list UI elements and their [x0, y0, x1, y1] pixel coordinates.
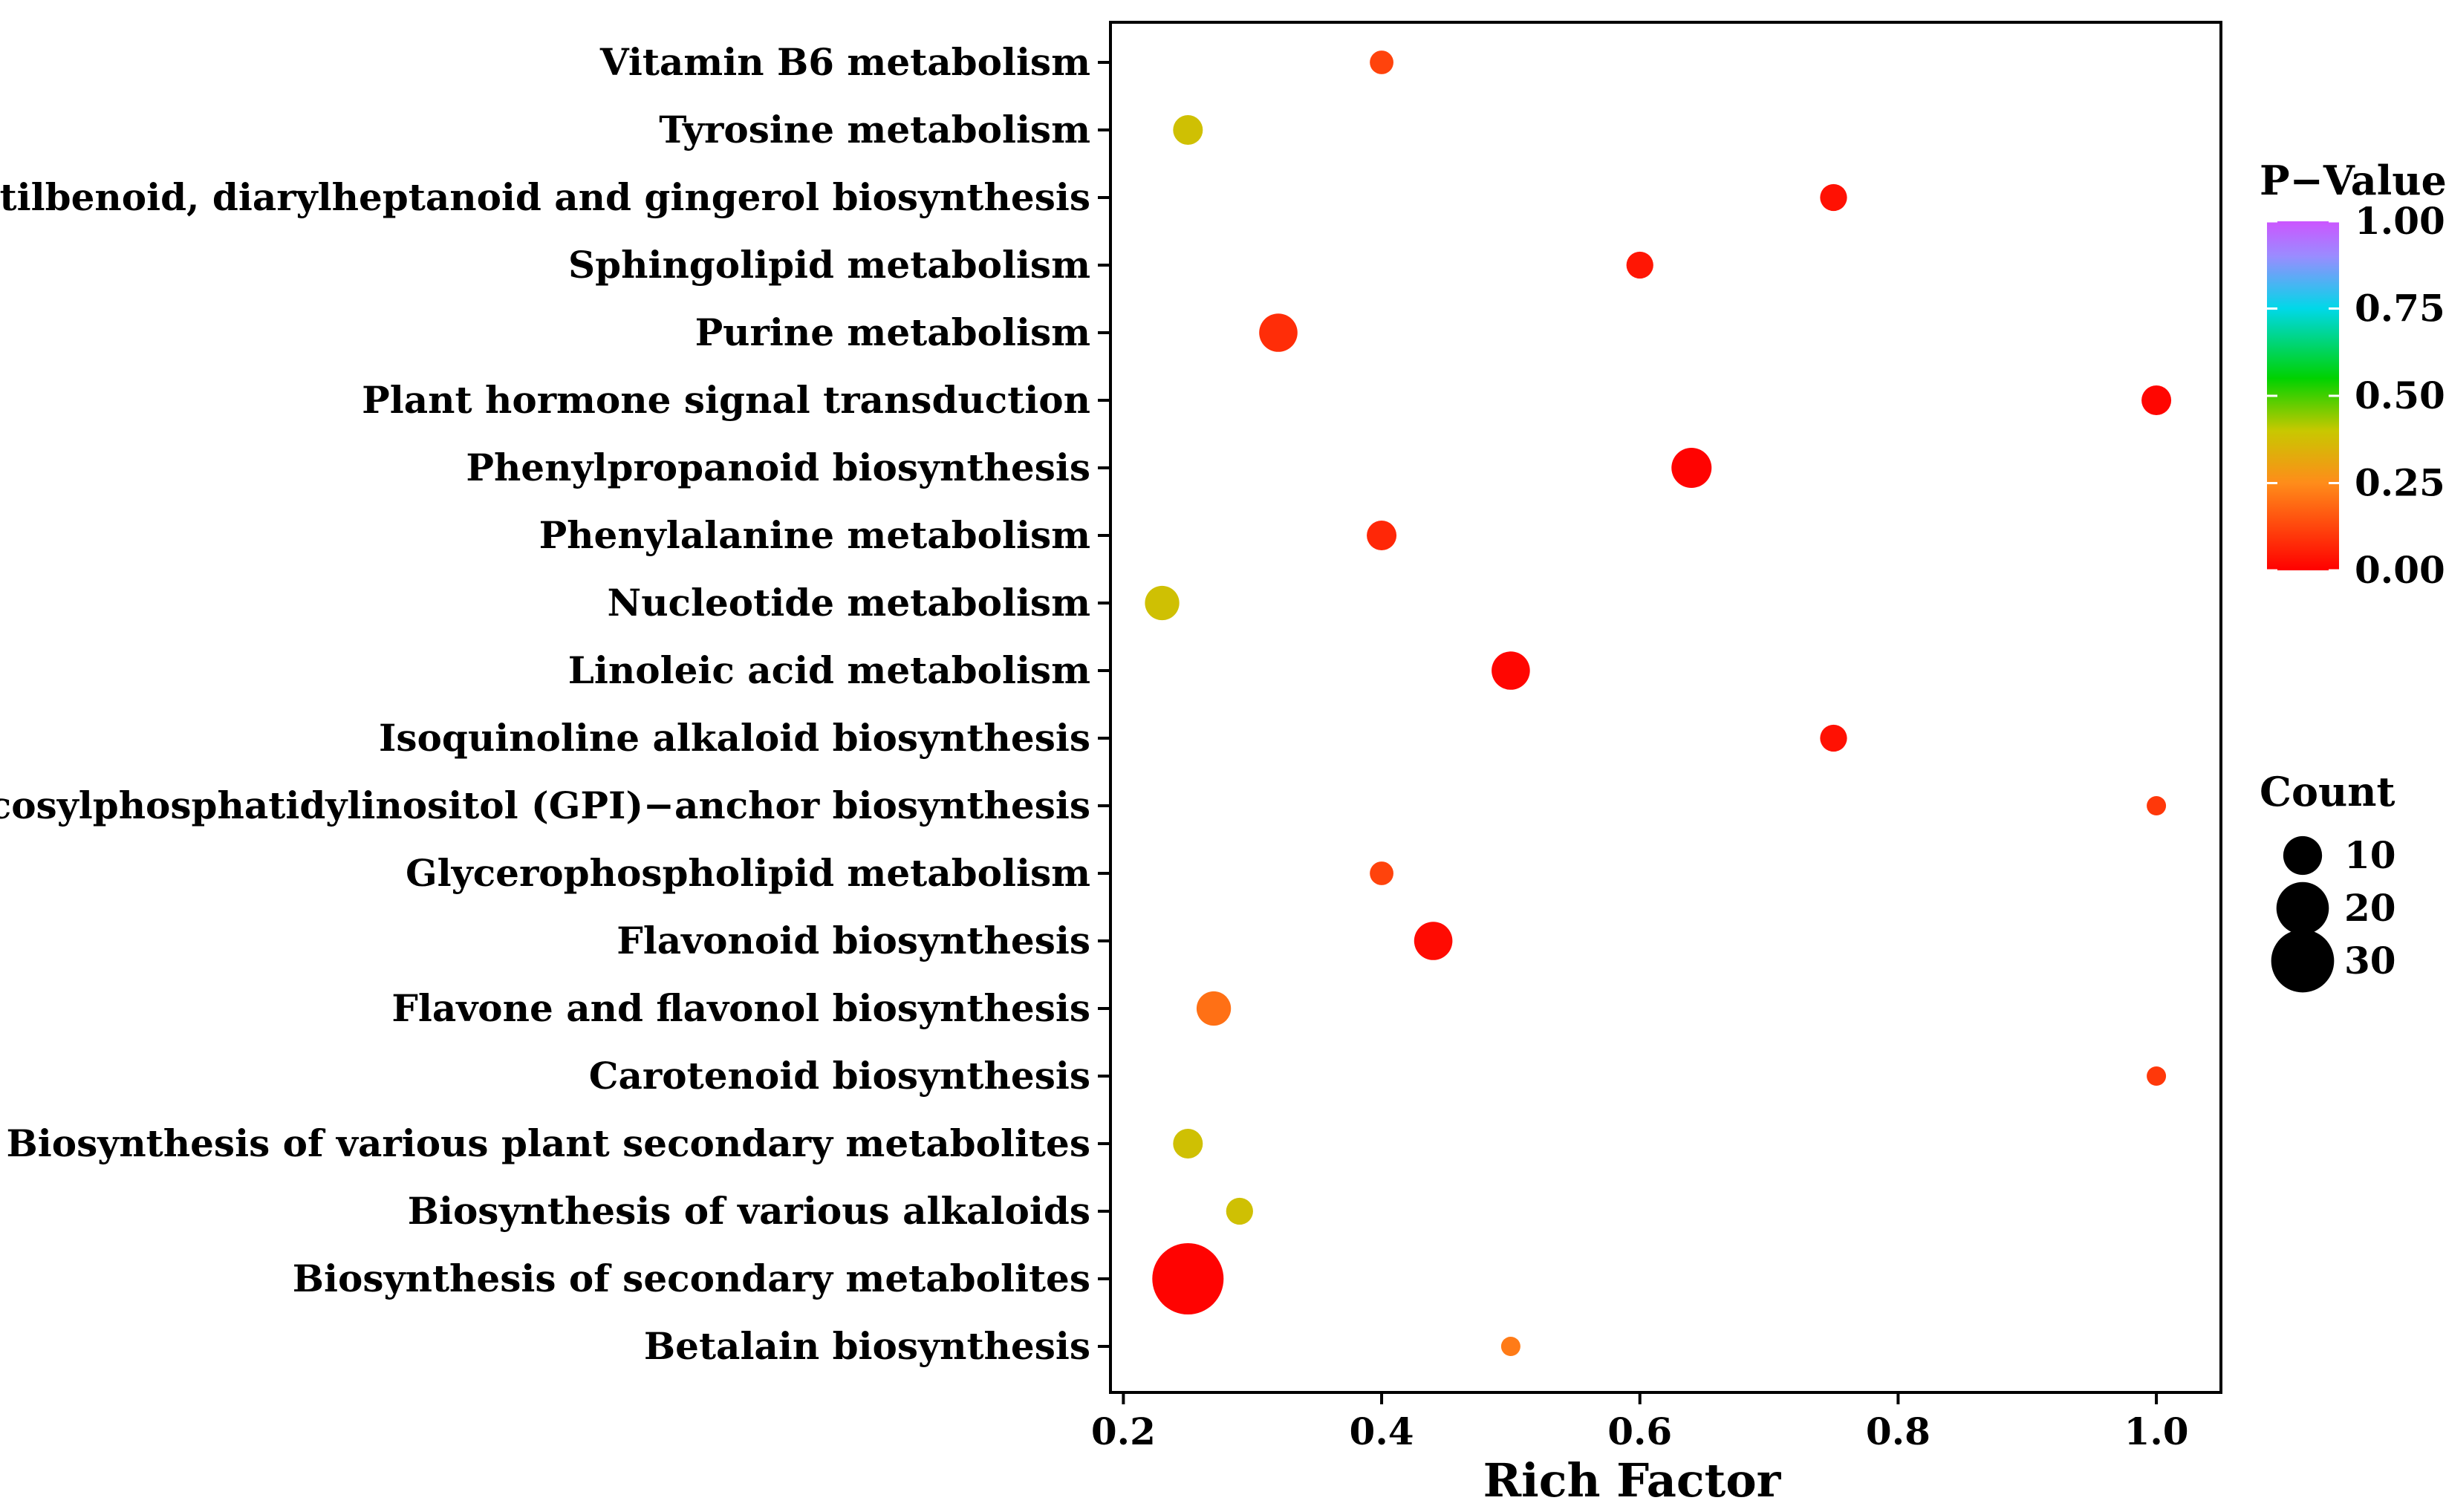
category-label: Sphingolipid metabolism — [568, 243, 1090, 287]
data-point — [1145, 585, 1180, 621]
p-value-colorbar-ticks: 1.00 0.75 0.50 0.25 0.00 — [2267, 199, 2445, 592]
category-label: Glycerophospholipid metabolism — [406, 851, 1090, 895]
data-point — [1367, 521, 1397, 550]
x-axis-ticks: 0.2 0.4 0.6 0.8 1.0 — [1091, 1392, 2189, 1453]
data-point — [1152, 1243, 1224, 1314]
category-label: Biosynthesis of various plant secondary … — [7, 1121, 1090, 1165]
category-label: Biosynthesis of secondary metabolites — [293, 1257, 1090, 1300]
category-label: Linoleic acid metabolism — [568, 648, 1090, 692]
category-label: Glycosylphosphatidylinositol (GPI)−ancho… — [0, 783, 1090, 827]
data-point — [1259, 313, 1298, 352]
category-label: Isoquinoline alkaloid biosynthesis — [379, 716, 1090, 760]
count-legend-label: 20 — [2344, 886, 2396, 930]
x-tick-label: 0.2 — [1091, 1410, 1156, 1453]
count-legend-circle — [2283, 835, 2323, 876]
category-label: Carotenoid biosynthesis — [589, 1054, 1090, 1098]
category-label: Flavone and flavonol biosynthesis — [391, 986, 1090, 1030]
data-point — [1370, 50, 1393, 74]
x-tick-label: 0.6 — [1607, 1410, 1672, 1453]
data-point — [1500, 1337, 1520, 1356]
count-legend-title: Count — [2260, 768, 2395, 815]
data-point — [2141, 385, 2172, 415]
data-point — [1492, 651, 1530, 690]
y-axis-category-labels: Vitamin B6 metabolism Tyrosine metabolism… — [0, 40, 1090, 1368]
count-legend: Count 10 20 30 — [2260, 768, 2396, 993]
p-value-colorbar — [2267, 221, 2339, 570]
data-point — [1196, 991, 1232, 1026]
colorbar-tick-label: 0.25 — [2355, 461, 2445, 505]
x-tick-label: 1.0 — [2124, 1410, 2189, 1453]
data-point — [1820, 724, 1847, 752]
x-tick-label: 0.4 — [1350, 1410, 1414, 1453]
y-axis-ticks — [1098, 61, 1110, 1348]
data-point — [1820, 183, 1847, 212]
data-point — [1173, 1129, 1203, 1159]
x-axis-title: Rich Factor — [1483, 1453, 1782, 1508]
category-label: Purine metabolism — [695, 310, 1090, 354]
category-label: Vitamin B6 metabolism — [599, 40, 1090, 84]
category-label: Phenylalanine metabolism — [539, 513, 1090, 557]
colorbar-tick-label: 0.75 — [2355, 287, 2445, 330]
data-point — [1226, 1197, 1253, 1225]
data-point — [2147, 1066, 2167, 1086]
data-point — [1414, 922, 1453, 960]
p-value-legend-title: P−Value — [2260, 157, 2446, 204]
category-label: Tyrosine metabolism — [659, 108, 1090, 151]
data-point — [1626, 251, 1653, 279]
category-label: Plant hormone signal transduction — [362, 378, 1090, 422]
category-label: Betalain biosynthesis — [644, 1324, 1090, 1368]
category-label: Biosynthesis of various alkaloids — [408, 1189, 1090, 1233]
x-tick-label: 0.8 — [1866, 1410, 1931, 1453]
p-value-legend: P−Value 1.00 0.75 0.50 0.25 0.00 — [2260, 157, 2446, 592]
category-label: Nucleotide metabolism — [608, 581, 1091, 625]
data-point — [1173, 115, 1203, 145]
data-point — [1370, 861, 1393, 885]
colorbar-tick-label: 0.00 — [2355, 548, 2445, 592]
data-point — [1671, 448, 1712, 488]
count-legend-circle — [2271, 929, 2335, 993]
category-label: Phenylpropanoid biosynthesis — [466, 446, 1090, 489]
count-legend-label: 30 — [2344, 939, 2396, 983]
count-legend-items: 10 20 30 — [2271, 833, 2396, 993]
colorbar-tick-label: 0.50 — [2355, 374, 2445, 417]
category-label: Stilbenoid, diarylheptanoid and gingerol… — [0, 175, 1090, 219]
data-point — [2147, 796, 2167, 815]
data-points — [1145, 50, 2172, 1356]
category-label: Flavonoid biosynthesis — [617, 919, 1090, 962]
colorbar-tick-label: 1.00 — [2355, 199, 2445, 243]
count-legend-label: 10 — [2344, 833, 2396, 877]
plot-frame — [1109, 21, 2222, 1394]
count-legend-circle — [2276, 882, 2329, 935]
